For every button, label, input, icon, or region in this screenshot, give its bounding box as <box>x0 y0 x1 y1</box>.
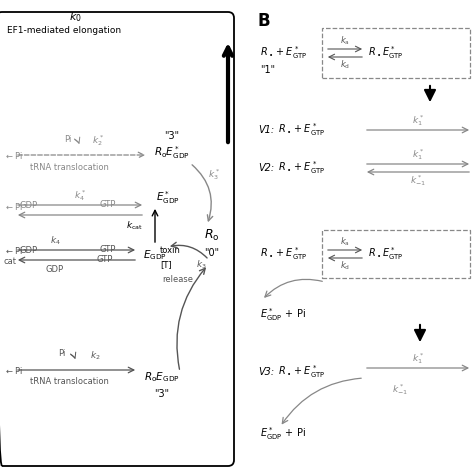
Text: $k_4$: $k_4$ <box>50 235 60 247</box>
Text: $k_2$: $k_2$ <box>90 350 100 362</box>
Text: "3": "3" <box>164 131 180 141</box>
Text: GTP: GTP <box>97 255 113 264</box>
Text: "3": "3" <box>155 389 170 399</box>
Text: $k_{\rm a}$: $k_{\rm a}$ <box>340 35 350 47</box>
Text: $k_4^*$: $k_4^*$ <box>74 189 86 203</box>
Text: $E^*_{\rm GDP}$$\,+\,{\rm Pi}$: $E^*_{\rm GDP}$$\,+\,{\rm Pi}$ <box>260 426 306 442</box>
Text: "1": "1" <box>260 65 275 75</box>
Text: $R_\bullet E^*_{\rm GTP}$: $R_\bullet E^*_{\rm GTP}$ <box>368 246 403 263</box>
Text: V2:: V2: <box>258 163 274 173</box>
Text: GDP: GDP <box>46 264 64 273</box>
Text: $k_{-1}^*$: $k_{-1}^*$ <box>410 173 426 189</box>
Text: $k_3^*$: $k_3^*$ <box>208 167 220 182</box>
Text: $k_{-1}^*$: $k_{-1}^*$ <box>392 383 408 398</box>
Text: $k_1^*$: $k_1^*$ <box>412 147 424 163</box>
Text: $R_\bullet E^*_{\rm GTP}$: $R_\bullet E^*_{\rm GTP}$ <box>368 45 403 62</box>
Text: tRNA translocation: tRNA translocation <box>30 377 109 386</box>
Text: tRNA translocation: tRNA translocation <box>30 163 109 172</box>
Text: $k_1^*$: $k_1^*$ <box>412 352 424 366</box>
Text: $E_{\rm GDP}$: $E_{\rm GDP}$ <box>143 248 167 262</box>
Text: $k_2^*$: $k_2^*$ <box>92 134 104 148</box>
Text: $R_{\rm o}E^*_{\rm GDP}$: $R_{\rm o}E^*_{\rm GDP}$ <box>154 145 190 162</box>
Bar <box>322 28 470 78</box>
Text: $k_0$: $k_0$ <box>69 10 82 24</box>
Text: "0": "0" <box>204 248 219 258</box>
Text: $E^*_{\rm GDP}$: $E^*_{\rm GDP}$ <box>156 190 180 206</box>
Text: $k_1^*$: $k_1^*$ <box>412 114 424 128</box>
Text: $R_\bullet + E^*_{\rm GTP}$: $R_\bullet + E^*_{\rm GTP}$ <box>278 122 325 138</box>
Text: $\leftarrow$Pi: $\leftarrow$Pi <box>4 149 23 161</box>
Text: GDP: GDP <box>20 246 38 255</box>
Text: V3:: V3: <box>258 367 274 377</box>
Text: $\leftarrow$Pi: $\leftarrow$Pi <box>4 365 23 375</box>
Text: $R_{\rm o}E_{\rm GDP}$: $R_{\rm o}E_{\rm GDP}$ <box>144 370 180 384</box>
Text: GTP: GTP <box>100 245 116 254</box>
Text: $R_\bullet + E^*_{\rm GTP}$: $R_\bullet + E^*_{\rm GTP}$ <box>260 246 307 263</box>
Text: toxin: toxin <box>160 246 181 255</box>
Text: [T]: [T] <box>160 261 172 270</box>
Text: release: release <box>163 275 193 284</box>
Text: $k_{\rm cat}$: $k_{\rm cat}$ <box>126 220 143 232</box>
Text: EF1-mediated elongation: EF1-mediated elongation <box>7 26 121 35</box>
Text: $E^*_{\rm GDP}$$\,+\,{\rm Pi}$: $E^*_{\rm GDP}$$\,+\,{\rm Pi}$ <box>260 307 306 323</box>
Text: cat: cat <box>4 256 17 265</box>
Text: Pi: Pi <box>58 349 66 358</box>
Text: $R_\bullet + E^*_{\rm GTP}$: $R_\bullet + E^*_{\rm GTP}$ <box>278 364 325 381</box>
Text: $k_3$: $k_3$ <box>196 259 207 271</box>
Text: Pi: Pi <box>64 135 72 144</box>
Text: $k_{\rm a}$: $k_{\rm a}$ <box>340 236 350 248</box>
Text: GTP: GTP <box>100 200 116 209</box>
Text: $k_{\rm d}$: $k_{\rm d}$ <box>340 260 350 272</box>
Text: GDP: GDP <box>20 201 38 210</box>
Text: B: B <box>258 12 271 30</box>
Text: $\leftarrow$Pi: $\leftarrow$Pi <box>4 201 23 211</box>
Text: $R_\bullet + E^*_{\rm GTP}$: $R_\bullet + E^*_{\rm GTP}$ <box>278 160 325 176</box>
Bar <box>322 230 470 278</box>
Text: $k_{\rm d}$: $k_{\rm d}$ <box>340 59 350 71</box>
Text: $R_\bullet + E^*_{\rm GTP}$: $R_\bullet + E^*_{\rm GTP}$ <box>260 45 307 62</box>
Text: $\leftarrow$Pi: $\leftarrow$Pi <box>4 246 23 256</box>
Text: V1:: V1: <box>258 125 274 135</box>
Text: $R_{\rm o}$: $R_{\rm o}$ <box>204 228 220 243</box>
